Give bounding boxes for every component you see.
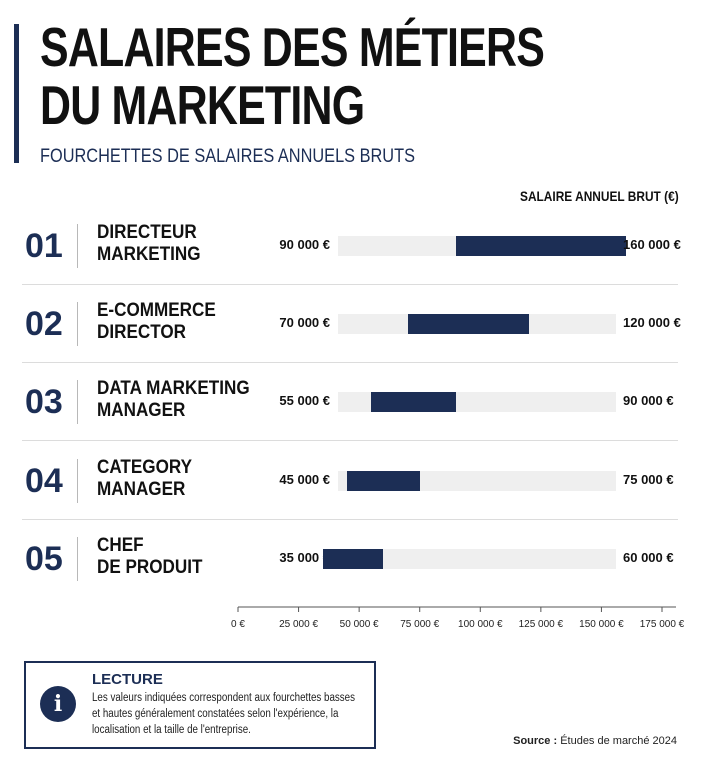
row-number: 05 xyxy=(25,540,63,578)
min-salary-label: 35 000 € xyxy=(279,550,330,565)
info-icon: i xyxy=(40,686,76,722)
salary-range-bar xyxy=(371,392,457,412)
chart-row: 01 DIRECTEUR MARKETING 90 000 € 160 000 € xyxy=(22,207,681,285)
job-title-line: DIRECTEUR xyxy=(97,222,197,243)
salary-range-bar xyxy=(322,549,384,569)
row-divider xyxy=(77,537,78,581)
row-number: 01 xyxy=(25,227,63,265)
reading-note: i LECTURE Les valeurs indiquées correspo… xyxy=(24,661,376,749)
max-salary-label: 90 000 € xyxy=(623,393,674,408)
min-salary-label: 90 000 € xyxy=(279,237,330,252)
job-title: CHEF DE PRODUIT xyxy=(97,535,268,579)
row-number: 03 xyxy=(25,383,63,421)
x-tick-label: 100 000 € xyxy=(458,619,503,630)
row-number: 02 xyxy=(25,305,63,343)
title-accent-bar xyxy=(14,24,19,163)
job-title-line: DATA MARKETING xyxy=(97,378,250,399)
chart-row: 05 CHEF DE PRODUIT 35 000 € 60 000 € xyxy=(22,520,678,598)
max-salary-label: 75 000 € xyxy=(623,472,674,487)
x-tick-label: 25 000 € xyxy=(279,619,318,630)
max-salary-label: 120 000 € xyxy=(623,315,681,330)
max-salary-label: 60 000 € xyxy=(623,550,674,565)
x-axis: 0 € 25 000 € 50 000 € 75 000 € 100 000 € 125 … xyxy=(231,606,685,630)
row-separator xyxy=(22,284,678,285)
row-separator xyxy=(22,440,678,441)
job-title-line: DIRECTOR xyxy=(97,322,187,343)
note-text: Les valeurs indiquées correspondent aux … xyxy=(92,692,356,736)
title-line: SALAIRES DES MÉTIERS xyxy=(40,16,545,78)
title-line: DU MARKETING xyxy=(40,74,365,136)
note-title: LECTURE xyxy=(92,671,163,688)
x-tick-label: 150 000 € xyxy=(579,619,624,630)
job-title: CATEGORY MANAGER xyxy=(97,457,268,501)
salary-range-bar xyxy=(347,471,420,491)
job-title: DATA MARKETING MANAGER xyxy=(97,378,268,422)
min-salary-label: 70 000 € xyxy=(279,315,330,330)
salary-range-bar xyxy=(456,236,626,256)
min-salary-label: 45 000 € xyxy=(279,472,330,487)
x-tick-label: 50 000 € xyxy=(340,619,379,630)
range-track xyxy=(338,314,616,334)
salary-range-bar xyxy=(407,314,529,334)
source-line: Source : Études de marché 2024 xyxy=(513,735,677,747)
row-number: 04 xyxy=(25,462,63,500)
range-track xyxy=(338,392,616,412)
row-separator xyxy=(22,519,678,520)
job-title-line: CATEGORY xyxy=(97,457,193,478)
chart-row: 03 DATA MARKETING MANAGER 55 000 € 90 000 € xyxy=(22,363,678,441)
max-salary-label: 160 000 € xyxy=(623,237,681,252)
job-title-line: DE PRODUIT xyxy=(97,557,203,578)
min-salary-label: 55 000 € xyxy=(279,393,330,408)
x-tick-label: 0 € xyxy=(231,619,245,630)
job-title-line: MARKETING xyxy=(97,244,201,265)
page-title: SALAIRES DES MÉTIERS DU MARKETING xyxy=(40,16,545,136)
range-track xyxy=(322,549,616,569)
row-divider xyxy=(77,302,78,346)
unit-label: SALAIRE ANNUEL BRUT (€) xyxy=(520,188,679,204)
job-title: DIRECTEUR MARKETING xyxy=(97,222,268,266)
x-tick-label: 125 000 € xyxy=(519,619,564,630)
job-title: E-COMMERCE DIRECTOR xyxy=(97,300,268,344)
job-title-line: MANAGER xyxy=(97,479,186,500)
x-tick-label: 175 000 € xyxy=(640,619,685,630)
range-track xyxy=(338,236,626,256)
job-title-line: E-COMMERCE xyxy=(97,300,216,321)
chart-row: 04 CATEGORY MANAGER 45 000 € 75 000 € xyxy=(22,442,678,520)
page-subtitle: FOURCHETTES DE SALAIRES ANNUELS BRUTS xyxy=(40,146,416,167)
range-track xyxy=(338,471,616,491)
row-divider xyxy=(77,380,78,424)
row-divider xyxy=(77,459,78,503)
job-title-line: CHEF xyxy=(97,535,144,556)
job-title-line: MANAGER xyxy=(97,400,186,421)
source-text: Études de marché 2024 xyxy=(560,735,677,747)
chart-row: 02 E-COMMERCE DIRECTOR 70 000 € 120 000 € xyxy=(22,285,681,363)
row-divider xyxy=(77,224,78,268)
row-separator xyxy=(22,362,678,363)
x-tick-label: 75 000 € xyxy=(400,619,439,630)
source-label: Source : xyxy=(513,735,558,747)
